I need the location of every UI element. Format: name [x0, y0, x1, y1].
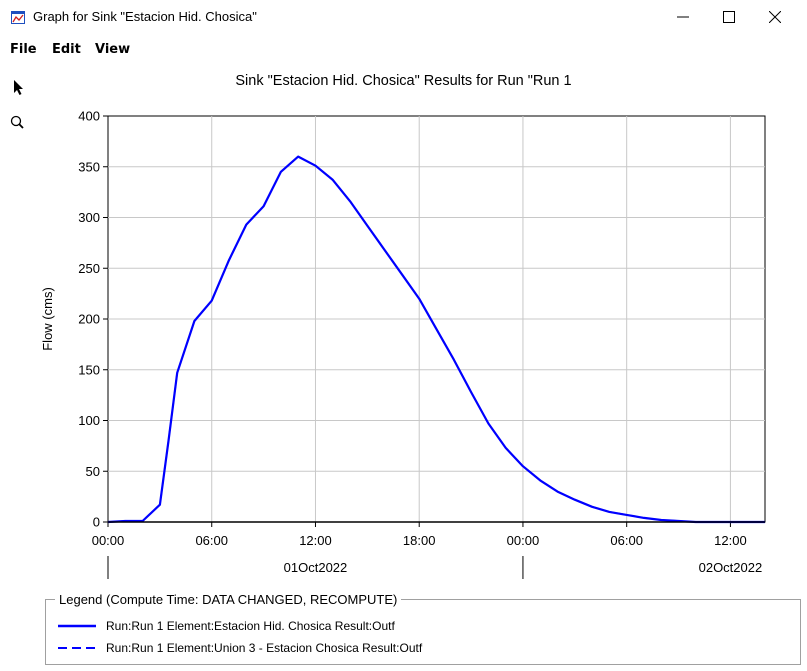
maximize-icon — [723, 11, 735, 23]
legend-title: Legend (Compute Time: DATA CHANGED, RECO… — [55, 592, 402, 607]
legend-box — [45, 599, 801, 665]
y-tick-label: 400 — [78, 109, 100, 124]
chart-title: Sink "Estacion Hid. Chosica" Results for… — [235, 73, 572, 89]
menu-edit[interactable]: Edit — [52, 42, 81, 57]
x-tick-label: 06:00 — [195, 533, 228, 548]
series-line-solid — [107, 155, 765, 524]
minimize-button[interactable] — [660, 0, 706, 34]
menu-view[interactable]: View — [95, 42, 131, 57]
menu-file[interactable]: File — [10, 42, 37, 57]
y-tick-label: 200 — [78, 312, 100, 327]
x-tick-label: 00:00 — [92, 533, 125, 548]
zoom-magnifier-icon — [10, 115, 24, 129]
close-icon — [769, 11, 781, 23]
y-tick-label: 100 — [78, 413, 100, 428]
legend-label: Run:Run 1 Element:Estacion Hid. Chosica … — [106, 619, 395, 633]
y-tick-label: 350 — [78, 159, 100, 174]
x-tick-label: 12:00 — [714, 533, 747, 548]
y-tick-label: 0 — [93, 515, 100, 530]
maximize-button[interactable] — [706, 0, 752, 34]
x-tick-label: 12:00 — [299, 533, 332, 548]
date-label: 01Oct2022 — [284, 560, 348, 575]
flow-chart: 0 50 100 150 200 250 300 350 400 00:00 06:00 12:00 1… — [40, 109, 766, 579]
y-tick-label: 250 — [78, 261, 100, 276]
zoom-tool-button[interactable] — [7, 112, 29, 134]
y-axis-label: Flow (cms) — [40, 287, 55, 351]
x-tick-label: 06:00 — [610, 533, 643, 548]
y-tick-label: 300 — [78, 210, 100, 225]
x-tick-label: 00:00 — [507, 533, 540, 548]
window-title: Graph for Sink "Estacion Hid. Chosica" — [33, 9, 257, 24]
y-tick-label: 50 — [86, 464, 100, 479]
legend-label: Run:Run 1 Element:Union 3 - Estacion Cho… — [106, 641, 423, 655]
date-label: 02Oct2022 — [699, 560, 763, 575]
legend-solid-line-swatch — [58, 624, 96, 628]
title-bar: Graph for Sink "Estacion Hid. Chosica" — [0, 0, 807, 36]
minimize-icon — [677, 16, 689, 18]
y-tick-label: 150 — [78, 362, 100, 377]
legend-dashed-line-swatch — [58, 647, 96, 649]
menu-bar: File Edit View — [0, 38, 807, 60]
graph-window-icon — [11, 11, 25, 24]
x-tick-label: 18:00 — [403, 533, 436, 548]
arrow-pointer-icon — [14, 80, 23, 95]
close-button[interactable] — [752, 0, 798, 34]
select-tool-button[interactable] — [7, 76, 29, 98]
